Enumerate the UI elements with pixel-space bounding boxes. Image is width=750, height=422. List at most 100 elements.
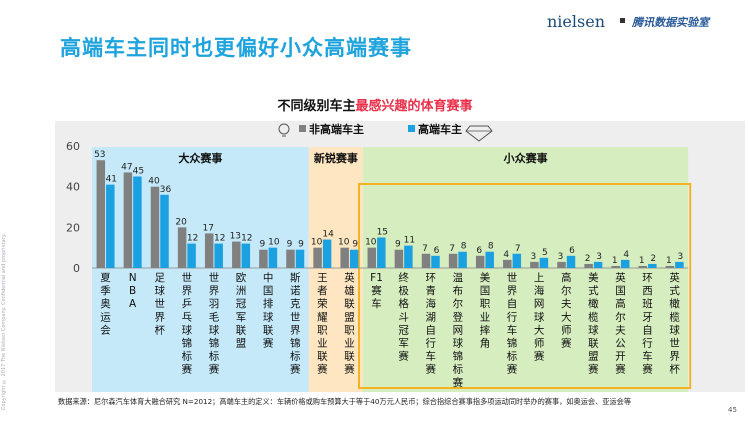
data-label: 40 [148,177,160,187]
category-label: 斯 [290,271,301,284]
category-label: 青 [426,284,437,297]
category-label: 登 [453,310,464,323]
category-label: 标 [507,351,518,363]
category-label: 洲 [236,285,247,297]
category-label: 羽 [209,298,220,310]
category-label: 西 [642,285,653,297]
bar [340,247,349,268]
data-label: 8 [488,242,494,252]
category-label: 联 [588,338,599,350]
group-panel [363,147,689,392]
category-label: 锦 [290,337,301,350]
category-label: 球 [209,323,220,336]
category-label: N [129,272,137,284]
category-label: 环 [426,272,437,284]
category-label: 球 [155,284,166,297]
bar [448,253,458,268]
category-label: 业 [317,338,328,350]
category-label: 职 [480,298,491,310]
bar [611,265,620,268]
bar [530,261,539,268]
category-label: 乒 [182,297,193,310]
chart-title-highlight: 最感兴趣的体育赛事 [355,99,473,114]
category-label: 大 [534,323,545,336]
category-label: 牙 [642,311,653,323]
category-label: 业 [344,338,355,350]
category-label: 界 [507,285,518,297]
category-label: 尔 [561,284,572,297]
category-label: 军 [398,338,409,350]
category-label: 高 [561,271,572,284]
category-label: 行 [426,337,437,350]
category-label: 赛 [642,363,653,376]
bar [394,249,404,268]
category-label: 英 [669,271,680,284]
category-label: 赛 [290,363,301,376]
data-label: 2 [650,254,656,264]
nielsen-logo: nielsen [547,12,605,31]
y-tick-label: 40 [66,181,80,194]
category-label: F1 [370,272,383,284]
category-label: 榄 [588,310,599,323]
bar [665,265,675,268]
bar [584,263,593,268]
bar [593,261,603,268]
category-label: 赛 [182,363,193,376]
category-label: 克 [290,298,301,310]
category-label: 大 [561,310,572,323]
bar [214,243,223,268]
category-label: 英 [615,271,626,284]
category-label: 盟 [236,338,247,350]
data-label: 36 [160,185,172,195]
category-label: 者 [317,285,328,297]
category-label: 公 [615,338,626,350]
data-label: 6 [569,246,575,256]
bar [557,261,566,268]
category-label: 世 [669,338,680,350]
category-label: 世 [182,272,193,284]
data-label: 1 [639,256,645,266]
category-label: 毛 [209,311,220,323]
bar [485,251,494,268]
category-label: 职 [344,324,355,336]
data-label: 12 [214,234,225,244]
bar [259,249,268,268]
bar [620,259,630,268]
bar [404,245,413,268]
category-label: 环 [642,272,653,284]
data-label: 3 [531,252,537,262]
category-label: 杯 [155,323,166,336]
category-label: 开 [615,351,626,363]
category-label: 车 [371,297,382,310]
category-label: 盟 [588,351,599,363]
category-label: 美 [588,271,599,284]
category-label: 师 [561,323,572,336]
bar [204,233,214,268]
category-label: 英 [344,271,355,284]
data-label: 3 [678,252,684,262]
category-label: 诺 [290,285,301,297]
data-label: 9 [395,240,401,250]
bar [133,176,142,268]
tencent-data-lab-logo: 腾讯数据实验室 [632,16,709,29]
chart-title: 不同级别车主最感兴趣的体育赛事 [0,95,750,114]
category-label: 式 [588,284,599,297]
bar [313,247,322,268]
bar [539,257,549,268]
data-label: 45 [133,167,144,177]
category-label: 摔 [480,323,491,336]
category-label: 军 [236,311,247,323]
category-label: 网 [534,298,545,310]
category-label: 联 [263,324,274,336]
category-label: 球 [182,323,193,336]
category-label: 终 [398,271,409,284]
bar [675,261,684,268]
bar [160,194,169,268]
category-label: 夫 [561,298,572,310]
category-label: 布 [453,285,464,297]
category-label: 标 [453,364,464,376]
category-label: 界 [155,311,166,323]
data-label: 8 [461,242,467,252]
category-label: 高 [615,297,626,310]
category-label: 温 [453,272,464,284]
